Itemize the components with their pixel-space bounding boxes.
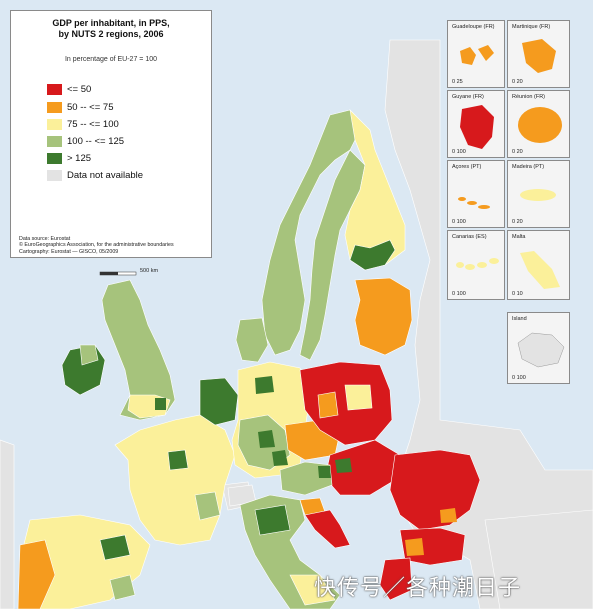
inset-label: Canarias (ES)	[452, 234, 487, 240]
inset-scale: 0 20	[512, 219, 523, 225]
inset-malta: Malta 0 10	[507, 230, 570, 300]
legend-swatch	[47, 84, 62, 95]
region-helsinki	[349, 239, 396, 271]
legend-item: 50 -- <= 75	[47, 102, 114, 114]
region-wien	[318, 466, 331, 478]
legend-item: Data not available	[47, 170, 144, 182]
credits: Data source: Eurostat © EuroGeographics …	[19, 236, 174, 255]
region-norway	[261, 109, 361, 356]
legend-swatch	[47, 136, 62, 147]
legend-swatch	[47, 119, 62, 130]
inset-label: Guadeloupe (FR)	[452, 24, 495, 30]
inset-label: Martinique (FR)	[512, 24, 551, 30]
region-ile-de-france	[167, 449, 189, 471]
region-london	[155, 398, 166, 410]
region-portugal	[17, 539, 56, 609]
inset-scale: 0 100	[452, 291, 466, 297]
inset-scale: 0 100	[452, 149, 466, 155]
region-rhone-alpes	[194, 491, 221, 521]
inset-reunion: Réunion (FR) 0 20	[507, 90, 570, 158]
inset-scale: 0 20	[512, 79, 523, 85]
region-italy-south	[289, 574, 336, 606]
credit-line: Data source: Eurostat	[19, 236, 71, 242]
legend-swatch	[47, 102, 62, 113]
inset-shape	[518, 107, 562, 143]
region-greece-north	[379, 557, 413, 601]
inset-label: Malta	[512, 234, 526, 240]
scale-bar	[99, 271, 137, 276]
inset-scale: 0 100	[512, 375, 526, 381]
inset-scale: 0 25	[452, 79, 463, 85]
region-romania	[389, 449, 481, 531]
legend-item: 75 -- <= 100	[47, 119, 119, 131]
region-pais-vasco	[99, 534, 131, 561]
inset-canarias: Canarias (ES) 0 100	[447, 230, 505, 300]
region-madrid	[109, 574, 136, 601]
inset-madeira: Madeira (PT) 0 20	[507, 160, 570, 228]
region-bucuresti	[440, 508, 457, 523]
map-title: GDP per inhabitant, in PPS, by NUTS 2 re…	[52, 18, 170, 39]
inset-shape	[458, 197, 490, 209]
legend-item: > 125	[47, 153, 92, 165]
region-mazowieckie	[344, 384, 373, 411]
inset-scale: 0 20	[512, 149, 523, 155]
inset-label: Açores (PT)	[452, 164, 482, 170]
inset-shape	[456, 258, 499, 270]
inset-shape	[522, 39, 556, 73]
inset-guyane: Guyane (FR) 0 100	[447, 90, 505, 158]
region-baltics	[354, 277, 413, 356]
region-uk	[101, 279, 176, 421]
inset-acores: Açores (PT) 0 100	[447, 160, 505, 228]
legend-label: 50 -- <= 75	[67, 102, 114, 113]
inset-martinique: Martinique (FR) 0 20	[507, 20, 570, 88]
legend-label: > 125	[67, 153, 92, 164]
inset-scale: 0 100	[452, 219, 466, 225]
region-yugozapaden	[405, 538, 424, 556]
map-subtitle: In percentage of EU-27 = 100	[64, 56, 158, 63]
region-bratislava	[335, 458, 352, 473]
region-munich	[272, 450, 288, 466]
region-wielkopolskie	[317, 391, 339, 419]
region-benelux	[199, 377, 239, 426]
region-ireland-bmw	[79, 344, 99, 366]
legend-label: 75 -- <= 100	[67, 119, 119, 130]
credit-line: Cartography: Eurostat — GISCO, 05/2009	[19, 248, 119, 255]
legend-panel: GDP per inhabitant, in PPS, by NUTS 2 re…	[10, 10, 212, 258]
legend-swatch	[47, 153, 62, 164]
region-croatia	[304, 509, 351, 549]
legend-label: 100 -- <= 125	[67, 136, 125, 147]
inset-shape	[517, 332, 565, 368]
inset-island: Island 0 100	[507, 312, 570, 384]
region-poland	[299, 361, 393, 446]
inset-shape	[460, 105, 494, 149]
inset-shape	[460, 45, 494, 65]
inset-label: Island	[512, 316, 527, 322]
region-italy-north	[254, 504, 291, 536]
legend-swatch	[47, 170, 62, 181]
inset-guadeloupe: Guadeloupe (FR) 0 25	[447, 20, 505, 88]
watermark: 快传号／各种潮日子	[314, 576, 522, 601]
credit-line: © EuroGeographics Association, for the a…	[19, 242, 174, 249]
legend-label: Data not available	[67, 170, 144, 181]
inset-shape	[520, 189, 556, 201]
region-hamburg	[255, 376, 274, 394]
inset-label: Guyane (FR)	[452, 94, 484, 100]
scale-label: 500 km	[140, 268, 159, 274]
legend-item: <= 50	[47, 84, 92, 96]
legend-item: 100 -- <= 125	[47, 136, 125, 148]
inset-shape	[520, 251, 560, 289]
inset-scale: 0 10	[512, 291, 523, 297]
region-frankfurt	[258, 430, 275, 448]
legend-label: <= 50	[67, 84, 92, 95]
region-denmark	[235, 317, 269, 363]
inset-label: Réunion (FR)	[512, 94, 546, 100]
inset-label: Madeira (PT)	[512, 164, 545, 170]
